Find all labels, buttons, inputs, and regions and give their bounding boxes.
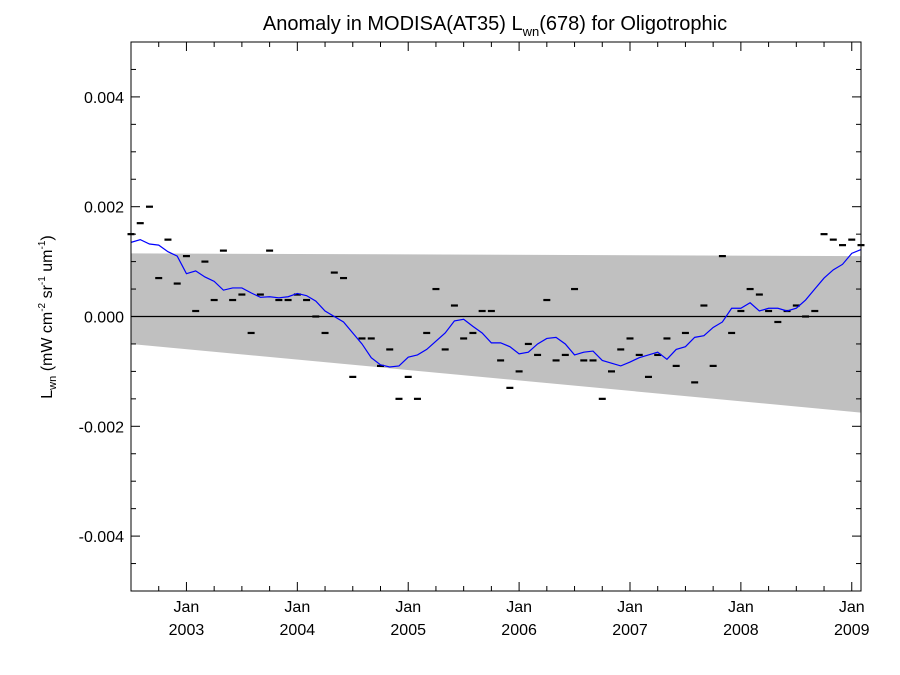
y-tick-label: 0.000	[84, 310, 124, 327]
y-tick-label: -0.002	[79, 419, 124, 436]
x-tick-label-month: Jan	[728, 599, 754, 616]
running-mean-line	[130, 238, 862, 368]
chart-title-pre: Anomaly in MODISA(AT35) L	[263, 13, 523, 35]
x-tick-label-month: Jan	[174, 599, 200, 616]
x-tick-label-year: 2004	[280, 622, 316, 639]
x-tick-label-year: 2008	[723, 622, 759, 639]
x-tick-label-month: Jan	[506, 599, 532, 616]
x-tick-label-year: 2009	[834, 622, 870, 639]
x-tick-label-year: 2003	[169, 622, 205, 639]
x-tick-label-month: Jan	[839, 599, 865, 616]
y-tick-label: 0.002	[84, 200, 124, 217]
plot-area: -0.004 -0.002 0.000 0.002 0.004 Jan 2003 Jan 200…	[79, 41, 870, 639]
x-tick-label-month: Jan	[617, 599, 643, 616]
y-tick-label: -0.004	[79, 529, 124, 546]
chart-title-post: (678) for Oligotrophic	[539, 13, 727, 35]
y-axis-label: Lwn (mW cm-2 sr-1 um-1)	[37, 235, 59, 398]
uncertainty-band	[131, 253, 861, 413]
x-tick-label-month: Jan	[284, 599, 310, 616]
x-tick-label-year: 2006	[501, 622, 537, 639]
chart-title-sub: wn	[522, 24, 540, 39]
y-tick-label: 0.004	[84, 90, 124, 107]
x-tick-label-year: 2007	[612, 622, 648, 639]
chart-title: Anomaly in MODISA(AT35) Lwn(678) for Oli…	[263, 13, 727, 39]
x-tick-label-month: Jan	[395, 599, 421, 616]
x-tick-label-year: 2005	[390, 622, 426, 639]
